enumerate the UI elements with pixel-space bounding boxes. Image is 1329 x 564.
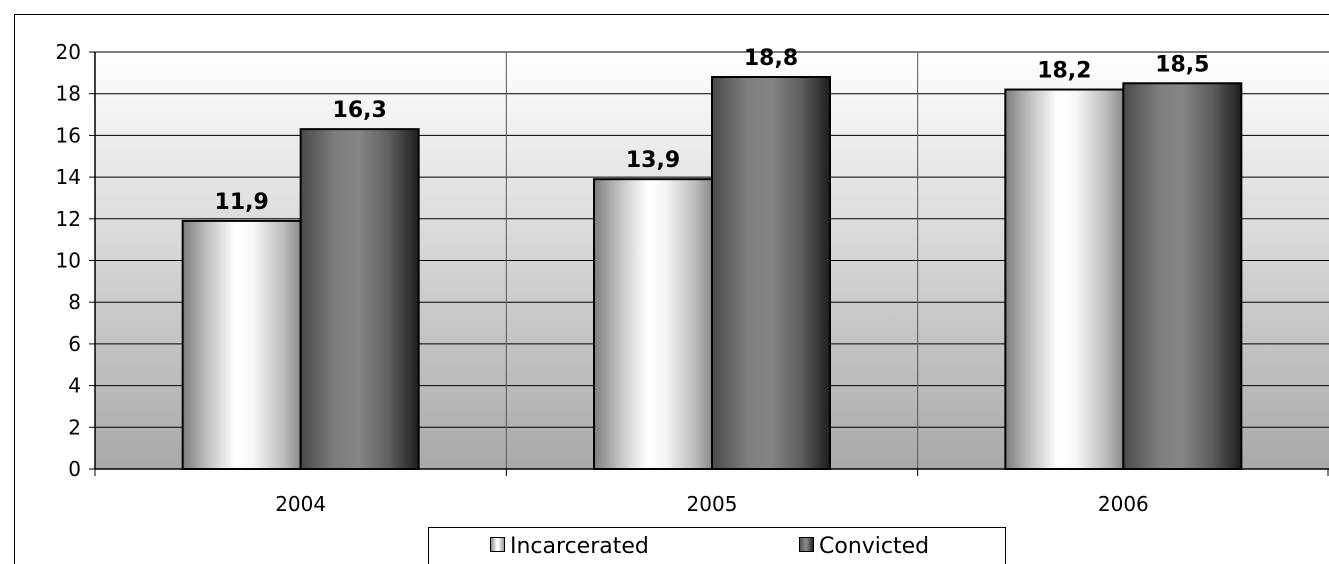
bars bbox=[181, 76, 1243, 471]
legend-label-incarcerated: Incarcerated bbox=[510, 534, 649, 559]
data-label-incarcerated-2004: 11,9 bbox=[215, 190, 269, 215]
legend-item-convicted: Convicted bbox=[799, 534, 929, 559]
ytick-label: 2 bbox=[68, 415, 81, 439]
legend-item-incarcerated: Incarcerated bbox=[490, 534, 649, 559]
bar-incarcerated-2004 bbox=[181, 219, 302, 470]
ytick-label: 4 bbox=[68, 374, 81, 398]
xtick-label-2004: 2004 bbox=[275, 492, 326, 516]
bar-convicted-2006 bbox=[1122, 82, 1243, 471]
chart-frame bbox=[14, 14, 1329, 564]
data-labels: 11,9 16,3 13,9 18,8 18,2 18,5 bbox=[215, 46, 1210, 215]
ytick-label: 12 bbox=[56, 207, 81, 231]
axes: 0 2 4 6 8 10 12 14 16 18 20 2004 2005 2006 bbox=[56, 40, 1329, 516]
data-label-convicted-2006: 18,5 bbox=[1155, 52, 1209, 77]
legend-swatch-incarcerated bbox=[490, 537, 505, 552]
bar-incarcerated-2005 bbox=[593, 178, 713, 470]
legend: Incarcerated Convicted bbox=[428, 527, 1006, 564]
xtick-label-2005: 2005 bbox=[687, 492, 738, 516]
ytick-label: 10 bbox=[56, 249, 81, 273]
ytick-label: 8 bbox=[68, 290, 81, 314]
data-label-convicted-2004: 16,3 bbox=[333, 98, 387, 123]
bar-convicted-2004 bbox=[299, 128, 420, 471]
data-label-convicted-2005: 18,8 bbox=[744, 46, 798, 71]
ytick-label: 14 bbox=[56, 165, 81, 189]
bar-incarcerated-2006 bbox=[1004, 88, 1125, 470]
ytick-label: 20 bbox=[56, 40, 81, 64]
legend-swatch-convicted bbox=[799, 537, 814, 552]
data-label-incarcerated-2005: 13,9 bbox=[626, 148, 680, 173]
legend-label-convicted: Convicted bbox=[819, 534, 930, 559]
bar-convicted-2005 bbox=[711, 76, 831, 471]
ytick-label: 18 bbox=[56, 82, 81, 106]
data-label-incarcerated-2006: 18,2 bbox=[1037, 59, 1091, 84]
ytick-label: 6 bbox=[68, 332, 81, 356]
ytick-label: 0 bbox=[68, 457, 81, 481]
xtick-label-2006: 2006 bbox=[1098, 492, 1149, 516]
ytick-label: 16 bbox=[56, 123, 81, 147]
